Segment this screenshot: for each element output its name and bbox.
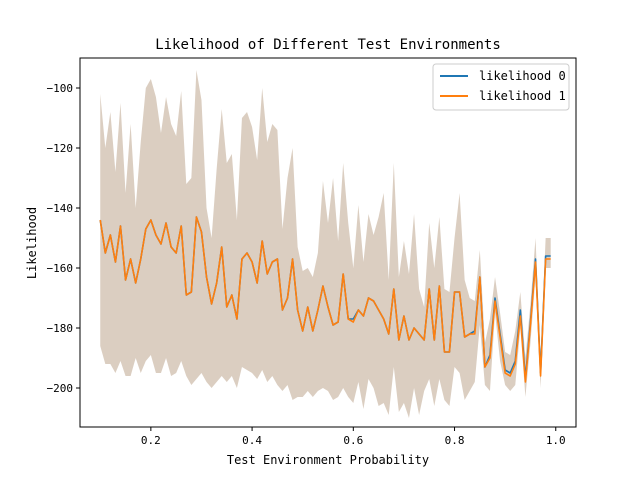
y-tick-label: −120 [47,142,74,155]
legend-label-1: likelihood 1 [479,89,566,103]
y-axis-label: Likelihood [25,207,39,279]
y-tick-label: −140 [47,202,74,215]
y-tick-label: −180 [47,322,74,335]
confidence-band [100,70,551,418]
y-tick-label: −160 [47,262,74,275]
y-tick-label: −200 [47,382,74,395]
legend: likelihood 0 likelihood 1 [432,63,570,111]
y-axis-ticks: −100 −120 −140 −160 −180 −200 [47,82,80,395]
x-tick-label: 0.2 [141,434,161,447]
x-tick-label: 1.0 [546,434,566,447]
chart-title: Likelihood of Different Test Environment… [155,37,501,53]
x-tick-label: 0.4 [242,434,262,447]
x-tick-label: 0.6 [343,434,363,447]
legend-label-0: likelihood 0 [479,69,566,83]
series-line-1 [99,216,551,383]
band-area [100,70,551,418]
series-lines [99,216,551,383]
x-axis-label: Test Environment Probability [227,453,429,467]
y-tick-label: −100 [47,82,74,95]
x-tick-label: 0.8 [445,434,465,447]
plot-area-frame [79,57,577,428]
x-axis-ticks: 0.2 0.4 0.6 0.8 1.0 [141,427,566,447]
